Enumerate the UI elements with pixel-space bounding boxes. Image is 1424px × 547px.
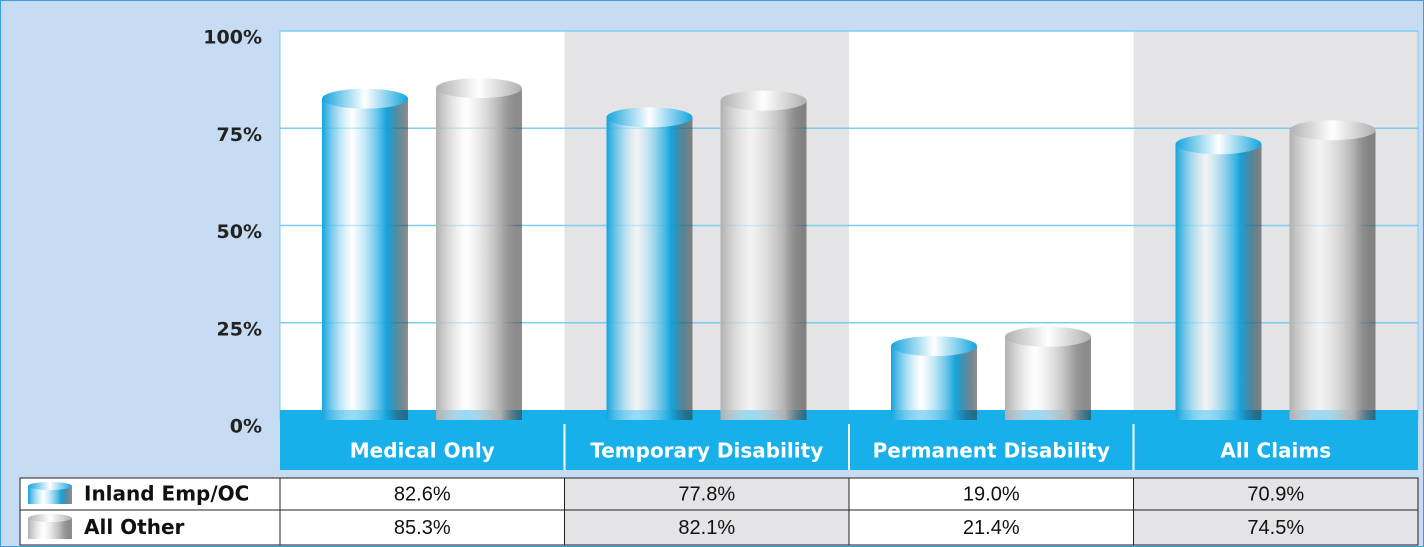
y-tick-label: 0% xyxy=(230,416,262,438)
y-tick-label: 50% xyxy=(217,221,262,243)
bar xyxy=(1289,130,1376,420)
value-label: 82.6% xyxy=(394,483,451,505)
table-cell xyxy=(564,477,850,511)
bar xyxy=(720,100,807,421)
value-label: 70.9% xyxy=(1247,483,1304,505)
bar xyxy=(1005,336,1091,420)
bar-top xyxy=(606,107,693,128)
value-label: 19.0% xyxy=(963,483,1020,505)
x-tick-label: Permanent Disability xyxy=(873,439,1110,463)
bar-top xyxy=(1289,120,1376,141)
bar xyxy=(1175,144,1262,420)
y-tick-label: 75% xyxy=(217,124,262,146)
legend-swatch-top xyxy=(28,514,72,522)
x-tick-label: Temporary Disability xyxy=(590,439,823,463)
value-label: 85.3% xyxy=(394,517,451,539)
y-tick-label: 25% xyxy=(217,318,262,340)
legend-label: All Other xyxy=(84,515,185,539)
bar-top xyxy=(1175,134,1262,155)
legend-swatch xyxy=(28,518,72,539)
bar-top xyxy=(1005,326,1091,347)
table-cell xyxy=(1133,477,1419,511)
value-label: 82.1% xyxy=(678,517,735,539)
legend-swatch-top xyxy=(28,482,72,490)
value-label: 74.5% xyxy=(1247,517,1304,539)
legend-swatch xyxy=(28,486,72,504)
bar-top xyxy=(322,88,408,109)
legend-label: Inland Emp/OC xyxy=(84,482,249,506)
bar xyxy=(436,88,522,421)
value-label: 21.4% xyxy=(963,517,1020,539)
bar-top xyxy=(436,78,522,99)
bar xyxy=(322,98,408,420)
table-cell xyxy=(564,509,850,546)
table-cell xyxy=(279,509,565,546)
bar-top xyxy=(720,90,807,111)
x-tick-label: All Claims xyxy=(1220,439,1331,463)
x-tick-label: Medical Only xyxy=(350,439,495,463)
bar xyxy=(891,346,977,420)
bar xyxy=(606,117,693,420)
bar-top xyxy=(891,336,977,357)
value-label: 77.8% xyxy=(678,483,735,505)
table-cell xyxy=(1133,509,1419,546)
y-tick-label: 100% xyxy=(203,27,262,49)
